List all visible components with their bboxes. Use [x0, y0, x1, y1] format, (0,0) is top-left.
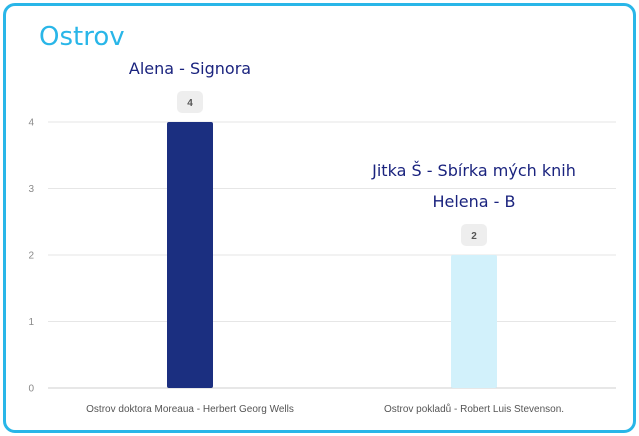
bar[interactable]	[451, 255, 497, 388]
y-tick-label: 1	[28, 317, 34, 328]
gridlines	[48, 121, 616, 389]
bar-annotation: Jitka Š - Sbírka mých knih	[371, 161, 576, 180]
bar-annotation: Alena - Signora	[129, 59, 251, 78]
y-tick-label: 2	[28, 251, 34, 262]
data-label-badge	[461, 224, 487, 246]
chart-title: Ostrov	[39, 22, 125, 52]
y-tick-label: 0	[28, 384, 34, 395]
x-axis-labels: Ostrov doktora Moreaua - Herbert Georg W…	[86, 403, 564, 415]
x-tick-label: Ostrov pokladů - Robert Luis Stevenson.	[384, 403, 564, 415]
y-axis-ticks: 0 1 2 3 4	[28, 118, 34, 395]
data-labels: 42	[177, 91, 487, 246]
x-tick-label: Ostrov doktora Moreaua - Herbert Georg W…	[86, 404, 294, 415]
data-label: 4	[187, 98, 193, 109]
bar-annotation: Helena - B	[432, 192, 515, 211]
chart-card	[3, 3, 636, 433]
bar[interactable]	[167, 122, 213, 388]
bars	[167, 122, 497, 388]
y-tick-label: 4	[28, 118, 34, 129]
y-tick-label: 3	[28, 184, 34, 195]
annotations: Alena - Signora Jitka Š - Sbírka mých kni…	[129, 59, 576, 211]
data-label: 2	[471, 231, 477, 242]
data-label-badge	[177, 91, 203, 113]
